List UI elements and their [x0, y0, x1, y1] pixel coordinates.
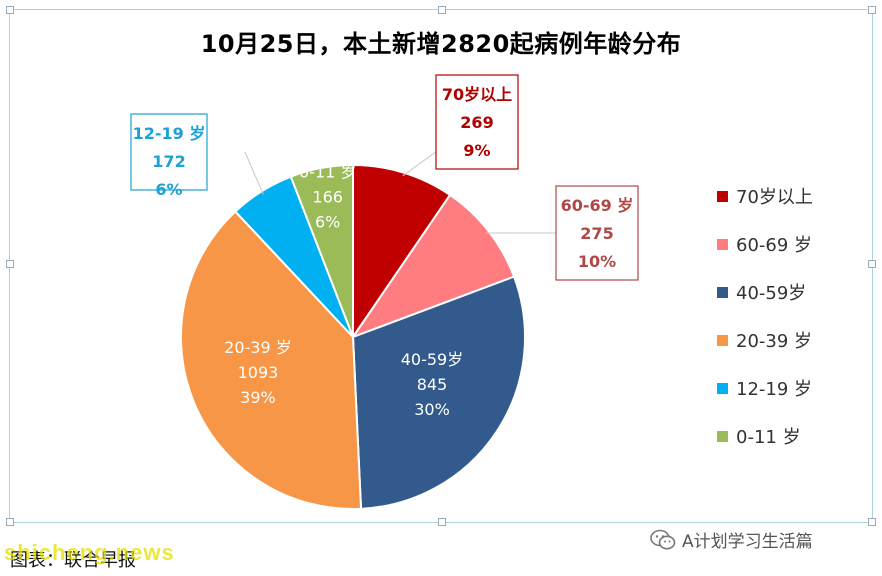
legend-label: 60-69 岁 [736, 235, 813, 256]
legend-label: 40-59岁 [736, 283, 807, 304]
slice-label-value: 1093 [238, 363, 279, 382]
resize-handle-bottom[interactable] [438, 518, 446, 526]
slice-label-percent: 30% [414, 400, 450, 419]
slice-label-percent: 39% [240, 388, 276, 407]
callout-label-name: 60-69 岁 [561, 196, 634, 215]
legend-label: 20-39 岁 [736, 331, 813, 352]
callout-label-percent: 6% [155, 180, 182, 199]
legend-swatch [717, 430, 728, 442]
legend-swatch [717, 190, 728, 202]
wechat-account-label: A计划学习生活篇 [682, 532, 813, 552]
legend-label: 70岁以上 [736, 187, 813, 208]
legend-label: 0-11 岁 [736, 427, 801, 448]
pie-slice [289, 163, 354, 338]
slice-label-value: 166 [312, 188, 343, 207]
legend-label: 12-19 岁 [736, 379, 813, 400]
pie-slice [180, 210, 363, 510]
legend-item: 40-59岁 [717, 280, 806, 304]
legend-item: 70岁以上 [717, 184, 813, 208]
leader-line [244, 151, 264, 195]
legend-swatch [717, 238, 728, 250]
callout-label-name: 12-19 岁 [133, 124, 206, 143]
slice-label-name: 40-59岁 [401, 350, 464, 369]
resize-handle-br[interactable] [868, 518, 876, 526]
callout-label-value: 275 [580, 224, 613, 243]
resize-handle-bl[interactable] [6, 518, 14, 526]
slice-label-value: 845 [417, 375, 448, 394]
callout-label-percent: 9% [463, 141, 490, 160]
wechat-icon [650, 529, 676, 549]
callout-label-percent: 10% [578, 252, 616, 271]
pie-slice [351, 275, 526, 510]
legend-item: 12-19 岁 [717, 376, 812, 400]
resize-handle-tl[interactable] [6, 6, 14, 14]
legend-swatch [717, 334, 728, 346]
legend-item: 60-69 岁 [717, 232, 812, 256]
legend-swatch [717, 382, 728, 394]
pie-slice [352, 163, 452, 341]
callout-label-name: 70岁以上 [442, 85, 512, 104]
slice-label-percent: 6% [315, 213, 340, 232]
legend-swatch [717, 286, 728, 298]
resize-handle-top[interactable] [438, 6, 446, 14]
callout-box [555, 185, 639, 281]
legend-item: 20-39 岁 [717, 328, 812, 352]
callout-label-value: 172 [152, 152, 185, 171]
slice-label-name: 0-11 岁 [299, 163, 356, 182]
resize-handle-right[interactable] [868, 260, 876, 268]
slice-label-name: 20-39 岁 [224, 338, 292, 357]
callout-label-value: 269 [460, 113, 493, 132]
watermark: shicheng.news [4, 540, 175, 565]
source-caption: 图表：联合早报 [10, 550, 136, 571]
wechat-account: A计划学习生活篇 [650, 527, 813, 552]
legend-item: 0-11 岁 [717, 424, 801, 448]
chart-title: 10月25日，本土新增2820起病例年龄分布 [200, 30, 682, 58]
callout-box [130, 113, 208, 191]
resize-handle-left[interactable] [6, 260, 14, 268]
resize-handle-tr[interactable] [868, 6, 876, 14]
callout-box [435, 74, 519, 170]
pie-slice [350, 193, 516, 340]
